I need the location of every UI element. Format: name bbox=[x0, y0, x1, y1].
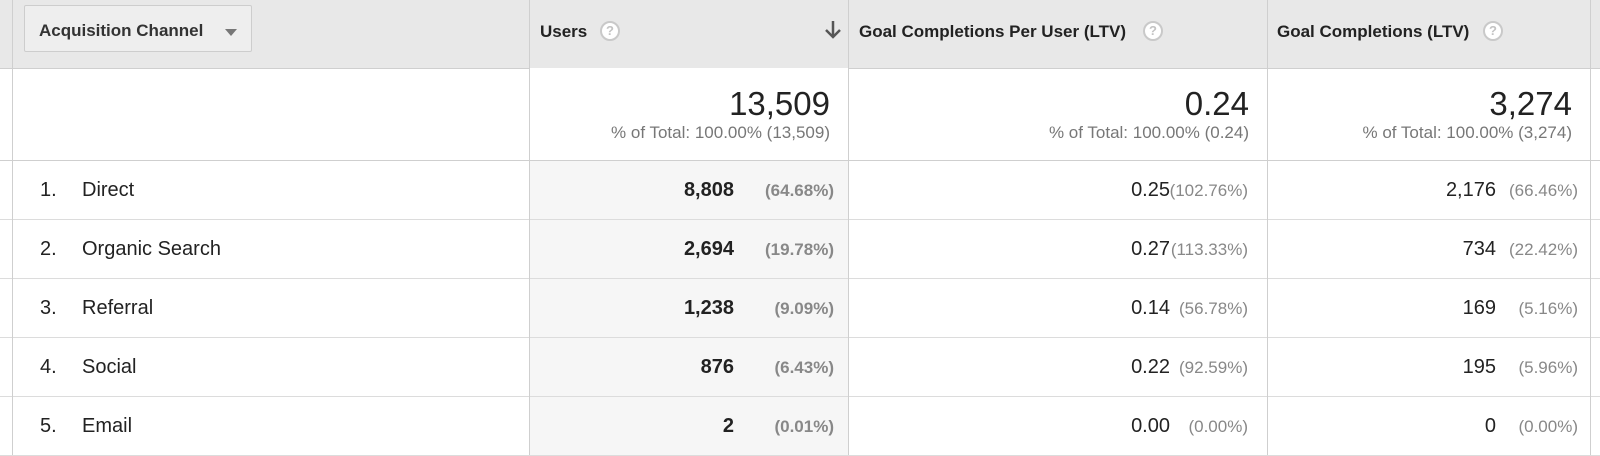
users-percent: (6.43%) bbox=[774, 358, 834, 377]
gc-summary-cell: 3,274 % of Total: 100.00% (3,274) bbox=[1268, 68, 1590, 160]
row-rank: 5. bbox=[40, 415, 57, 437]
table-row: 4. Social 876 (6.43%) 0.22 (92.59%) 195 … bbox=[0, 338, 1600, 397]
row-rank: 2. bbox=[40, 238, 57, 260]
users-summary-cell: 13,509 % of Total: 100.00% (13,509) bbox=[530, 68, 848, 160]
sort-descending-arrow-icon[interactable] bbox=[824, 18, 842, 42]
help-icon[interactable]: ? bbox=[1483, 21, 1503, 41]
gcpu-value: 0.00 bbox=[1131, 415, 1170, 437]
channel-link[interactable]: Social bbox=[82, 356, 137, 378]
column-header-goal-completions[interactable]: Goal Completions (LTV) bbox=[1277, 22, 1470, 41]
gcpu-value: 0.14 bbox=[1131, 297, 1170, 319]
row-rank: 1. bbox=[40, 179, 57, 201]
gcpu-percent: (0.00%) bbox=[1188, 417, 1248, 436]
users-cell-background bbox=[530, 338, 848, 396]
users-total-subtext: % of Total: 100.00% (13,509) bbox=[611, 123, 830, 142]
users-value: 1,238 bbox=[683, 297, 734, 319]
users-value: 2 bbox=[722, 415, 734, 437]
gcpu-value: 0.25 bbox=[1131, 179, 1170, 201]
gcpu-percent: (113.33%) bbox=[1170, 240, 1248, 259]
gc-value: 169 bbox=[1462, 297, 1496, 319]
gc-total-subtext: % of Total: 100.00% (3,274) bbox=[1362, 123, 1573, 142]
table-row: 2. Organic Search 2,694 (19.78%) 0.27 (1… bbox=[0, 220, 1600, 279]
gc-percent: (0.00%) bbox=[1518, 417, 1578, 436]
users-value: 876 bbox=[700, 356, 734, 378]
gcpu-total: 0.24 bbox=[1184, 85, 1249, 122]
channel-link[interactable]: Email bbox=[82, 415, 133, 437]
column-header-users[interactable]: Users bbox=[540, 22, 588, 41]
help-icon[interactable]: ? bbox=[1143, 21, 1163, 41]
table-row: 5. Email 2 (0.01%) 0.00 (0.00%) 0 (0.00%… bbox=[0, 397, 1600, 456]
table-header: Acquisition Channel Users ? Goal Complet… bbox=[0, 0, 1600, 69]
users-cell-background bbox=[530, 161, 848, 219]
row-rank: 3. bbox=[40, 297, 57, 319]
table-left-border bbox=[12, 0, 13, 455]
column-divider bbox=[529, 0, 530, 455]
users-percent: (64.68%) bbox=[765, 181, 834, 200]
dimension-label: Acquisition Channel bbox=[39, 21, 204, 40]
gcpu-total-subtext: % of Total: 100.00% (0.24) bbox=[1048, 123, 1249, 142]
users-value: 2,694 bbox=[683, 238, 734, 260]
column-divider bbox=[848, 0, 849, 455]
gc-percent: (66.46%) bbox=[1509, 181, 1578, 200]
users-cell-background bbox=[530, 397, 848, 455]
gcpu-percent: (56.78%) bbox=[1179, 299, 1248, 318]
gcpu-percent: (92.59%) bbox=[1179, 358, 1248, 377]
gcpu-value: 0.22 bbox=[1131, 356, 1170, 378]
channel-link[interactable]: Referral bbox=[82, 297, 154, 319]
help-icon[interactable]: ? bbox=[600, 21, 620, 41]
channel-link[interactable]: Organic Search bbox=[82, 238, 221, 260]
table-right-border bbox=[1590, 0, 1591, 455]
users-percent: (0.01%) bbox=[774, 417, 834, 436]
gc-value: 195 bbox=[1462, 356, 1496, 378]
users-percent: (19.78%) bbox=[765, 240, 834, 259]
dimension-selector[interactable]: Acquisition Channel bbox=[24, 5, 252, 52]
table-row: 1. Direct 8,808 (64.68%) 0.25 (102.76%) … bbox=[0, 161, 1600, 220]
gc-value: 2,176 bbox=[1445, 179, 1496, 201]
users-total: 13,509 bbox=[729, 85, 830, 122]
gc-total: 3,274 bbox=[1489, 85, 1572, 122]
caret-down-icon bbox=[225, 29, 237, 36]
gc-value: 0 bbox=[1484, 415, 1496, 437]
gc-percent: (5.96%) bbox=[1518, 358, 1578, 377]
users-cell-background bbox=[530, 220, 848, 278]
channel-link[interactable]: Direct bbox=[82, 179, 135, 201]
gcpu-value: 0.27 bbox=[1131, 238, 1170, 260]
column-header-goal-completions-per-user[interactable]: Goal Completions Per User (LTV) bbox=[859, 22, 1127, 41]
gc-value: 734 bbox=[1462, 238, 1496, 260]
table-row: 3. Referral 1,238 (9.09%) 0.14 (56.78%) … bbox=[0, 279, 1600, 338]
column-divider bbox=[1267, 0, 1268, 455]
gc-percent: (22.42%) bbox=[1509, 240, 1578, 259]
gc-percent: (5.16%) bbox=[1518, 299, 1578, 318]
users-value: 8,808 bbox=[683, 179, 734, 201]
users-cell-background bbox=[530, 279, 848, 337]
gcpu-percent: (102.76%) bbox=[1169, 181, 1248, 200]
users-percent: (9.09%) bbox=[774, 299, 834, 318]
gcpu-summary-cell: 0.24 % of Total: 100.00% (0.24) bbox=[849, 68, 1267, 160]
summary-row: 13,509 % of Total: 100.00% (13,509) 0.24… bbox=[0, 68, 1600, 161]
row-rank: 4. bbox=[40, 356, 57, 378]
